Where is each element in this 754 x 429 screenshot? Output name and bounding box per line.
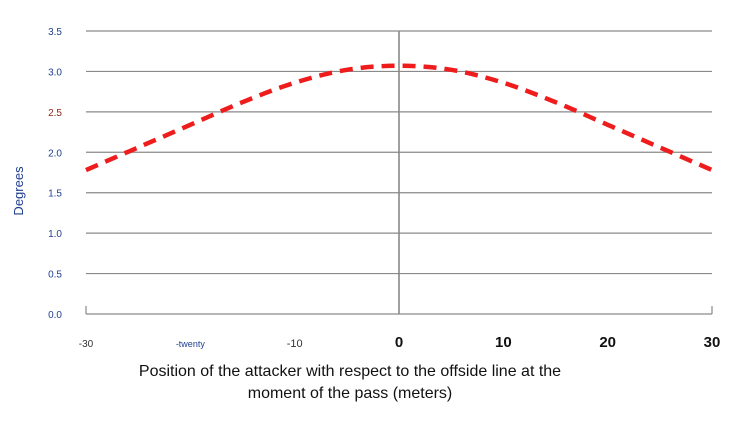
x-tick-label: 10 xyxy=(495,334,512,351)
series-group xyxy=(85,63,713,173)
gridlines xyxy=(85,30,713,315)
y-tick-label: 2.5 xyxy=(48,108,62,119)
y-tick-label: 3.0 xyxy=(48,67,62,78)
x-tick-label: -twenty xyxy=(176,339,206,349)
x-tick-label: 20 xyxy=(599,334,616,351)
x-axis-label-line2: moment of the pass (meters) xyxy=(247,385,453,402)
y-tick-label: 3.5 xyxy=(48,27,62,38)
y-tick-label: 0.5 xyxy=(48,270,62,281)
x-tick-label: 0 xyxy=(395,334,403,351)
y-tick-label: 1.0 xyxy=(48,229,62,240)
x-tick-label: 30 xyxy=(704,334,721,351)
series-line xyxy=(85,63,713,173)
x-tick-label: -30 xyxy=(79,339,94,350)
x-tick-label: -10 xyxy=(287,338,303,350)
y-tick-labels: 0.0 0.5 1.0 1.5 2.0 2.5 3.0 3.5 xyxy=(48,27,62,321)
y-tick-label: 1.5 xyxy=(48,189,62,200)
y-tick-label: 0.0 xyxy=(48,310,62,321)
y-tick-label: 2.0 xyxy=(48,148,62,159)
x-tick-labels: -30 -twenty -10 0 10 20 30 xyxy=(79,334,721,351)
y-axis-label: Degrees xyxy=(10,166,26,216)
x-axis-label-line1: Position of the attacker with respect to… xyxy=(138,363,562,380)
x-axis-label: Position of the attacker with respect to… xyxy=(100,361,600,405)
